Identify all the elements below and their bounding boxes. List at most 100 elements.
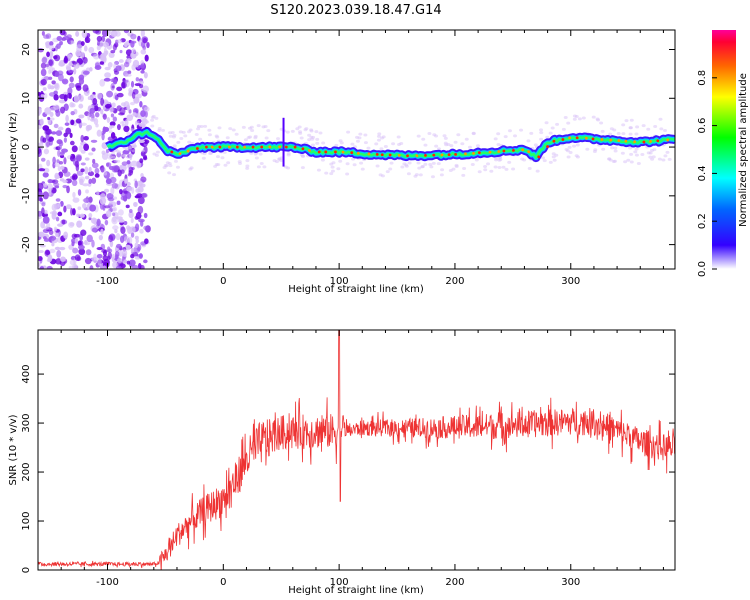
spectrogram-peak-dot: [397, 154, 401, 157]
spectrogram-halo-dot: [172, 173, 177, 177]
spectrogram-halo-dot: [646, 127, 651, 131]
spectrogram-halo-dot: [380, 174, 385, 178]
spectrogram-halo-dot: [420, 165, 425, 169]
spectrogram-halo-dot: [611, 160, 616, 164]
spectrogram-halo-dot: [493, 165, 498, 169]
spectrogram-noise-dot: [140, 60, 145, 66]
spectrogram-halo-dot: [650, 148, 655, 152]
spectrogram-halo-dot: [360, 167, 365, 171]
spectrogram-noise-dot: [138, 139, 145, 143]
spectrogram-noise-dot: [84, 36, 91, 43]
spectrogram-noise-dot: [57, 149, 61, 157]
spectrogram-noise-dot: [130, 33, 137, 40]
spectrogram-noise-dot: [119, 235, 125, 243]
spectrogram-noise-dot: [79, 213, 85, 218]
spectrogram-noise-dot: [110, 186, 115, 195]
spectrogram-peak-dot: [375, 152, 379, 156]
spectrogram-halo-dot: [634, 153, 639, 157]
spectrogram-noise-dot: [53, 226, 57, 232]
spectrogram-noise-dot: [63, 171, 71, 177]
spectrogram-noise-dot: [66, 34, 72, 39]
spectrogram-noise-dot: [143, 212, 148, 219]
spectrogram-noise-dot: [134, 256, 141, 260]
x-tick-label: 200: [445, 276, 464, 287]
spectrogram-noise-dot: [76, 155, 82, 162]
snr-series-line: [38, 330, 675, 570]
spectrogram-halo-dot: [388, 167, 393, 171]
spectrogram-halo-dot: [145, 120, 150, 124]
spectrogram-noise-dot: [43, 236, 47, 240]
spectrogram-noise-dot: [116, 92, 124, 98]
spectrogram-noise-dot: [43, 209, 48, 215]
spectrogram-noise-dot: [111, 253, 116, 260]
spectrogram-noise-dot: [74, 237, 79, 244]
spectrogram-halo-dot: [440, 168, 445, 172]
spectrogram-halo-dot: [363, 141, 368, 145]
spectrogram-halo-dot: [376, 138, 381, 142]
spectrogram-noise-dot: [53, 55, 58, 60]
spectrogram-halo-dot: [309, 128, 314, 132]
spectrogram-halo-dot: [400, 165, 405, 169]
spectrogram-noise-dot: [92, 30, 100, 34]
spectrogram-noise-dot: [101, 152, 109, 160]
spectrogram-halo-dot: [350, 142, 355, 146]
spectrogram-halo-dot: [298, 130, 303, 134]
spectrogram-noise-dot: [67, 87, 73, 95]
spectrogram-noise-dot: [123, 259, 128, 264]
spectrogram-noise-dot: [46, 159, 51, 167]
spectrogram-noise-dot: [54, 45, 58, 52]
spectrogram-halo-dot: [345, 172, 350, 176]
spectrogram-halo-dot: [168, 134, 173, 138]
spectrogram-peak-dot: [268, 145, 272, 149]
spectrogram-noise-dot: [130, 253, 135, 259]
spectrogram-halo-dot: [330, 169, 335, 173]
spectrogram-peak-dot: [350, 151, 354, 155]
spectrogram-noise-dot: [96, 129, 102, 137]
spectrogram-halo-dot: [548, 131, 553, 135]
x-tick-label: -100: [96, 577, 119, 588]
spectrogram-noise-dot: [123, 30, 130, 34]
spectrogram-noise-dot: [112, 225, 119, 230]
spectrogram-halo-dot: [183, 134, 188, 138]
spectrogram-halo-dot: [550, 126, 555, 130]
spectrogram-halo-dot: [608, 158, 613, 162]
spectrogram-peak-dot: [624, 139, 628, 143]
spectrogram-noise-dot: [66, 185, 70, 194]
snr-y-axis-label: SNR (10 * v/v): [8, 414, 19, 485]
spectrogram-noise-dot: [97, 40, 101, 46]
spectrogram-noise-dot: [115, 243, 122, 249]
spectrogram-noise-dot: [46, 183, 53, 192]
spectrogram-halo-dot: [430, 175, 435, 179]
spectrogram-noise-dot: [140, 49, 147, 55]
spectrogram-peak-dot: [406, 154, 409, 158]
spectrogram-peak-dot: [196, 147, 199, 150]
spectrogram-noise-dot: [109, 176, 117, 184]
spectrogram-noise-dot: [128, 166, 134, 174]
spectrogram-noise-dot: [83, 143, 90, 152]
spectrogram-halo-dot: [629, 160, 634, 164]
spectrogram-noise-dot: [57, 211, 63, 217]
spectrogram-noise-dot: [85, 189, 89, 194]
spectrogram-halo-dot: [628, 132, 633, 136]
spectrogram-halo-dot: [404, 164, 409, 168]
spectrogram-frame: [37, 29, 676, 270]
spectrogram-halo-dot: [417, 166, 422, 170]
spectrogram-noise-dot: [100, 228, 104, 235]
spectrogram-halo-dot: [316, 168, 321, 172]
spectrogram-noise-dot: [128, 259, 136, 267]
spectrogram-noise-dot: [139, 158, 144, 164]
spectrogram-halo-dot: [434, 144, 439, 148]
y-tick-label: 20: [21, 43, 32, 56]
spectrogram-halo-dot: [623, 160, 628, 164]
spectrogram-noise-dot: [82, 203, 87, 209]
spectrogram-noise-dot: [129, 208, 133, 213]
spectrogram-noise-dot: [139, 228, 144, 234]
spectrogram-halo-dot: [501, 165, 506, 169]
spectrogram-noise-dot: [83, 197, 91, 204]
spectrogram-noise-dot: [123, 42, 128, 48]
spectrogram-noise-dot: [38, 168, 46, 172]
spectrogram-noise-dot: [40, 157, 46, 162]
y-tick-label: -20: [21, 236, 32, 252]
spectrogram-halo-dot: [163, 163, 168, 167]
spectrogram-noise-dot: [58, 61, 65, 67]
